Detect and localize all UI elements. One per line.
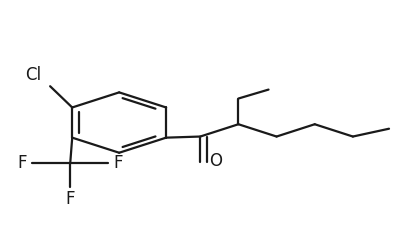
Text: F: F: [18, 154, 27, 172]
Text: O: O: [209, 152, 222, 170]
Text: Cl: Cl: [25, 66, 41, 84]
Text: F: F: [65, 189, 75, 207]
Text: F: F: [113, 154, 123, 172]
